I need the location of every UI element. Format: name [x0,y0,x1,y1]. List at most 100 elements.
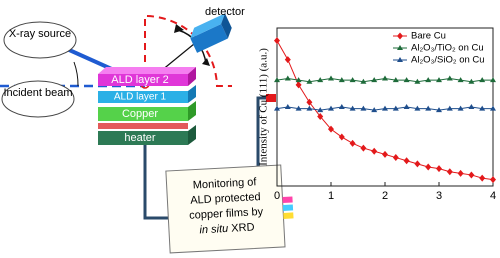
point [306,105,313,111]
point [317,112,324,120]
point [295,77,302,83]
point [284,104,291,109]
point [468,104,475,109]
point [490,105,496,111]
point [360,105,367,111]
point [274,37,280,45]
layer-side [188,67,196,86]
point [414,105,421,111]
point [371,107,378,113]
arrow-head [174,24,184,33]
callout [3,21,77,59]
layer [98,91,188,103]
point [360,144,367,152]
note-text: XRD [228,221,255,234]
point [317,77,324,83]
point [403,77,410,83]
layer-label: Copper [122,108,158,120]
point [371,147,378,155]
note-line: copper films by [189,206,264,222]
point [468,78,475,84]
x-tick-label: 2 [382,190,388,202]
point [349,139,356,147]
note-line: in situ XRD [199,221,255,236]
point [392,105,399,111]
point [284,75,291,81]
point [479,174,486,182]
point [457,105,464,111]
layer-side [188,125,196,145]
x-tick-label: 4 [490,190,496,202]
point [328,105,334,111]
point [328,75,334,81]
x-tick-label: 0 [274,190,280,202]
point [446,105,453,111]
legend-marker [397,45,403,50]
point [306,98,313,106]
layer [98,123,188,129]
point [457,77,464,83]
x-tick-label: 3 [436,190,442,202]
point [403,157,410,165]
point [457,169,464,177]
point [436,107,442,113]
point [317,107,324,113]
y-axis-label: Intensity of Cu (111) (a.u.) [258,48,270,166]
point [436,165,442,173]
point [349,77,356,83]
layer [98,131,188,145]
note: Monitoring of ALD protected copper films… [165,164,294,254]
layer-label: ALD layer 1 [114,92,167,103]
detector-label: detector [205,6,245,18]
point [306,78,313,84]
point [284,56,291,64]
point [468,171,475,179]
layer-top [98,67,196,74]
legend-marker [397,32,403,40]
xray-label: X-ray source [9,28,71,40]
legend-label: Al₂O₃/SiO₂ on Cu [411,55,485,66]
point [479,105,486,111]
point [371,77,378,83]
point [274,105,280,111]
point [338,77,345,83]
wire [143,145,170,220]
beam-label: Incident beam [3,87,72,99]
legend-label: Al₂O₃/TiO₂ on Cu [411,43,484,54]
point [414,160,421,168]
point [425,105,432,111]
point [392,154,399,162]
point [425,77,432,83]
note-line: Monitoring of [193,176,258,191]
point [490,176,496,184]
note-italic: in situ [199,223,228,236]
point [338,104,345,109]
legend-label: Bare Cu [411,31,446,42]
point [328,125,334,133]
layer [98,74,188,86]
point [436,77,442,83]
point [392,77,399,83]
point [295,105,302,111]
wire [256,96,268,170]
point [338,133,345,141]
point [360,78,367,84]
layer-label: ALD layer 2 [111,74,168,86]
callout [1,80,75,118]
point [446,75,453,81]
layer-side [188,101,196,121]
point [382,75,388,81]
note-line: ALD protected [190,191,261,207]
angle-arc [73,61,79,87]
layer-label: heater [124,132,156,144]
x-tick-label: 1 [328,190,334,202]
point [295,81,302,89]
point [414,78,421,84]
layer-side [188,85,196,103]
point [479,77,486,83]
arrow-head [202,58,210,66]
connector [266,94,276,102]
point [490,77,496,83]
point [382,150,388,158]
